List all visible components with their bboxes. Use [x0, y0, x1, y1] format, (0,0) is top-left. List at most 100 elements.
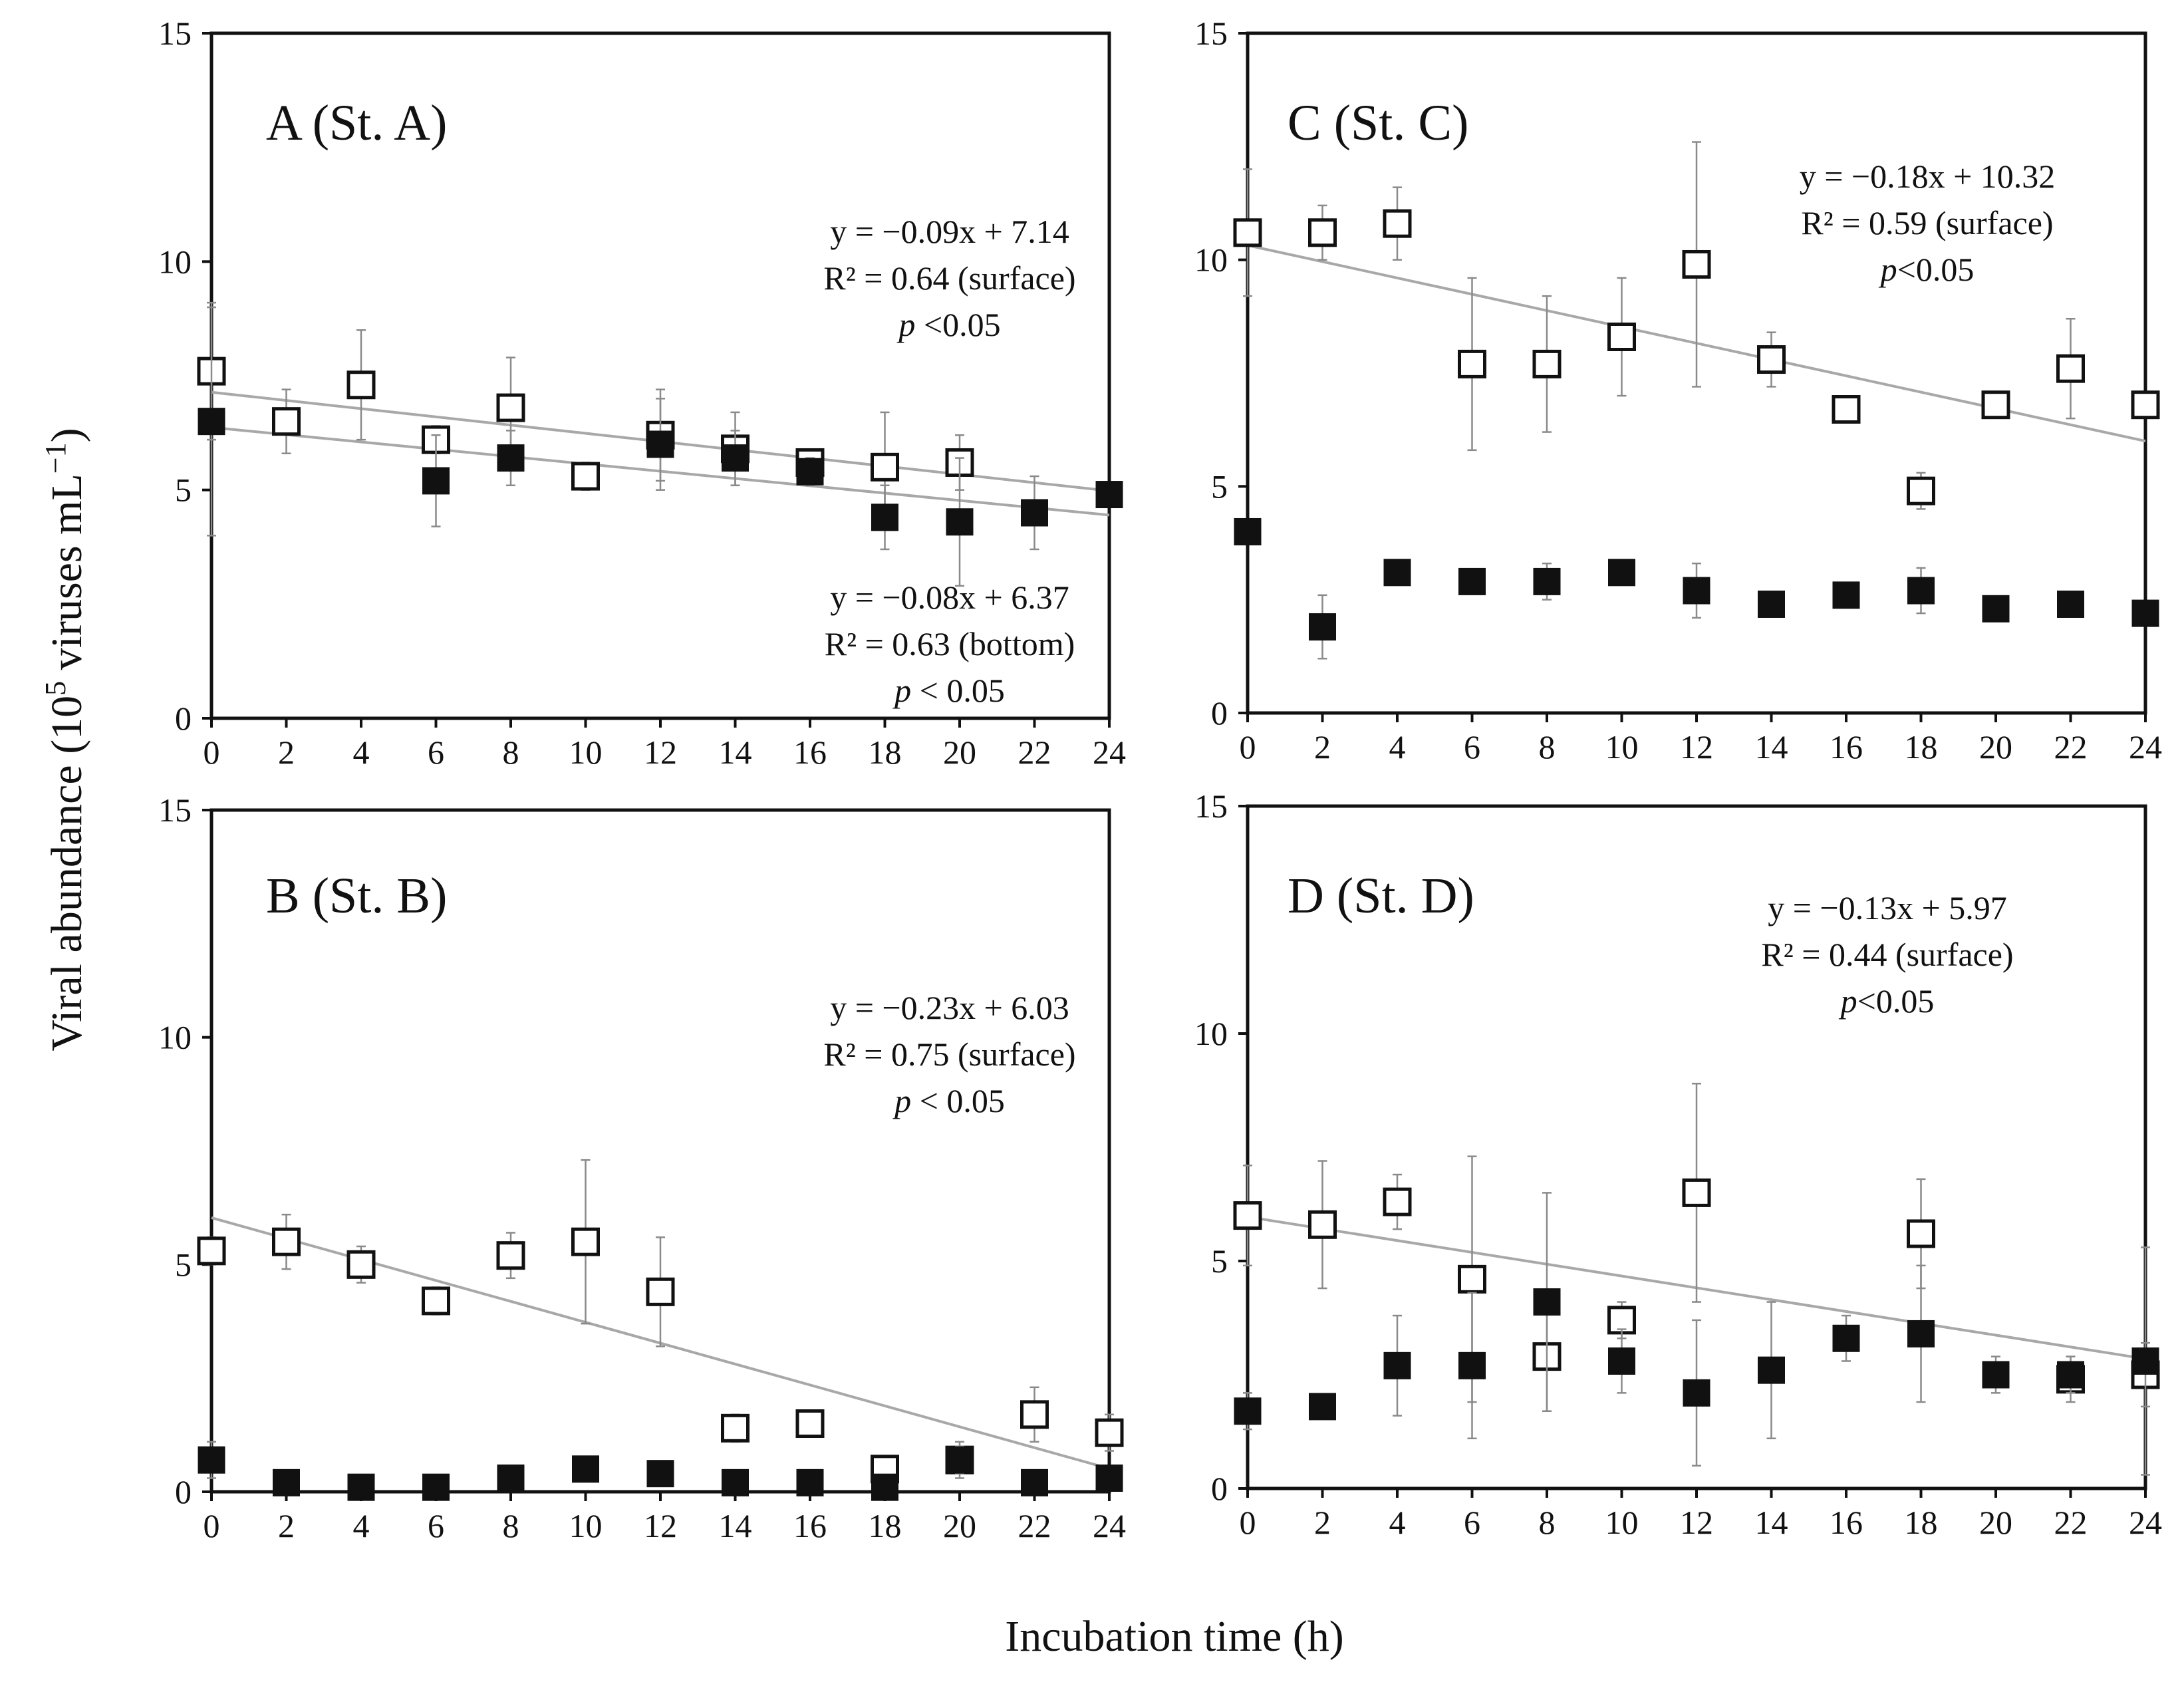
x-tick-label: 0 [204, 734, 220, 771]
data-point-bottom [1021, 1469, 1048, 1496]
data-point-bottom [1533, 567, 1561, 595]
x-tick-label: 16 [793, 1507, 827, 1544]
data-point-bottom [722, 1469, 749, 1496]
x-tick-label: 24 [1093, 734, 1126, 771]
data-point-surface [1233, 218, 1262, 247]
data-point-bottom [1234, 1397, 1262, 1425]
x-tick-label: 12 [644, 734, 677, 771]
data-point-surface [422, 1286, 450, 1316]
data-point-bottom [871, 1473, 898, 1501]
data-point-bottom [646, 1460, 674, 1488]
data-point-bottom [1383, 1351, 1411, 1379]
data-point-surface [646, 1277, 675, 1306]
x-tick-label: 4 [353, 734, 370, 771]
x-tick-label: 20 [1979, 1504, 2012, 1541]
data-point-bottom [1309, 1393, 1336, 1421]
x-tick-label: 24 [2129, 1504, 2162, 1541]
regression-text: y = −0.18x + 10.32 [1800, 158, 2056, 195]
x-tick-label: 16 [1830, 1504, 1863, 1541]
x-tick-label: 2 [1314, 1504, 1331, 1541]
data-point-bottom [572, 1455, 599, 1483]
data-point-bottom [1832, 581, 1860, 609]
x-tick-label: 10 [1605, 728, 1639, 766]
data-point-bottom [497, 1465, 525, 1492]
x-tick-label: 4 [1389, 728, 1406, 766]
p-value-text: p<0.05 [1879, 251, 1975, 288]
regression-annotation-surface: y = −0.09x + 7.14 R² = 0.64 (surface) p <0… [823, 213, 1075, 343]
data-point-bottom [2131, 1347, 2159, 1375]
data-point-surface [1907, 476, 1935, 505]
data-point-bottom [1383, 559, 1411, 587]
x-tick-label: 22 [2054, 728, 2088, 766]
data-point-surface [721, 1413, 750, 1443]
regression-text: R² = 0.63 (bottom) [825, 625, 1075, 662]
y-tick-label: 0 [175, 700, 192, 737]
data-point-surface [346, 1250, 376, 1279]
data-point-surface [1907, 1219, 1935, 1248]
series-bottom [198, 306, 1123, 587]
x-tick-label: 6 [428, 1507, 444, 1544]
regression-annotation-surface: y = −0.18x + 10.32 R² = 0.59 (surface) p<0… [1800, 158, 2056, 288]
x-tick-label: 8 [503, 734, 519, 771]
data-point-bottom [1021, 499, 1048, 527]
data-point-surface [1383, 209, 1412, 238]
x-tick-label: 18 [1905, 728, 1938, 766]
panel-title: D (St. D) [1288, 868, 1474, 924]
regression-text: R² = 0.59 (surface) [1801, 204, 2053, 241]
data-point-surface [1832, 395, 1861, 424]
regression-text: y = −0.08x + 6.37 [830, 579, 1069, 616]
y-tick-label: 5 [175, 1246, 192, 1283]
p-value-text: p < 0.05 [892, 1082, 1005, 1119]
data-point-bottom [1758, 590, 1785, 618]
x-tick-label: 20 [1979, 728, 2012, 766]
data-point-bottom [497, 444, 525, 472]
data-point-bottom [1982, 1361, 2010, 1389]
data-point-surface [1607, 322, 1636, 351]
series-bottom [198, 1441, 1123, 1501]
data-point-bottom [347, 1473, 375, 1501]
data-point-bottom [273, 1469, 300, 1496]
data-point-surface [272, 1227, 301, 1256]
data-point-bottom [2131, 599, 2159, 627]
x-tick-label: 24 [2129, 728, 2162, 766]
y-tick-label: 0 [175, 1473, 192, 1510]
y-tick-label: 15 [158, 791, 192, 829]
data-point-bottom [1458, 567, 1486, 595]
x-tick-label: 14 [719, 734, 752, 771]
x-tick-label: 12 [1680, 728, 1713, 766]
data-point-surface [1682, 249, 1711, 279]
x-tick-label: 14 [1755, 1504, 1788, 1541]
data-point-bottom [198, 408, 225, 436]
data-point-bottom [1832, 1324, 1860, 1352]
x-tick-label: 22 [1018, 1507, 1051, 1544]
data-point-surface [197, 1236, 226, 1266]
data-point-surface [871, 452, 899, 482]
panel-title: C (St. C) [1288, 95, 1468, 151]
data-point-bottom [1683, 1379, 1710, 1407]
x-tick-label: 10 [1605, 1504, 1639, 1541]
p-value-text: p<0.05 [1839, 982, 1935, 1020]
data-point-surface [1308, 218, 1337, 247]
x-tick-label: 18 [869, 734, 902, 771]
y-axis-label: Viral abundance (105 viruses mL−1) [39, 428, 91, 1051]
y-tick-label: 5 [1211, 1242, 1228, 1280]
x-tick-label: 2 [278, 1507, 295, 1544]
data-point-bottom [1907, 1320, 1935, 1347]
data-point-bottom [1608, 1347, 1635, 1375]
data-point-surface [1981, 390, 2010, 420]
x-tick-label: 8 [1539, 1504, 1556, 1541]
data-point-surface [1458, 1264, 1486, 1294]
regression-text: y = −0.13x + 5.97 [1768, 889, 2007, 926]
x-tick-label: 16 [793, 734, 827, 771]
data-point-surface [1458, 349, 1486, 378]
data-point-surface [2056, 354, 2085, 383]
x-tick-label: 4 [1389, 1504, 1406, 1541]
data-point-surface [795, 1409, 825, 1438]
data-point-bottom [1533, 1288, 1561, 1316]
regression-annotation-surface: y = −0.13x + 5.97 R² = 0.44 (surface) p<0.… [1761, 889, 2013, 1020]
data-point-bottom [1758, 1356, 1785, 1384]
y-tick-label: 10 [1194, 1015, 1228, 1052]
x-tick-label: 20 [943, 1507, 976, 1544]
